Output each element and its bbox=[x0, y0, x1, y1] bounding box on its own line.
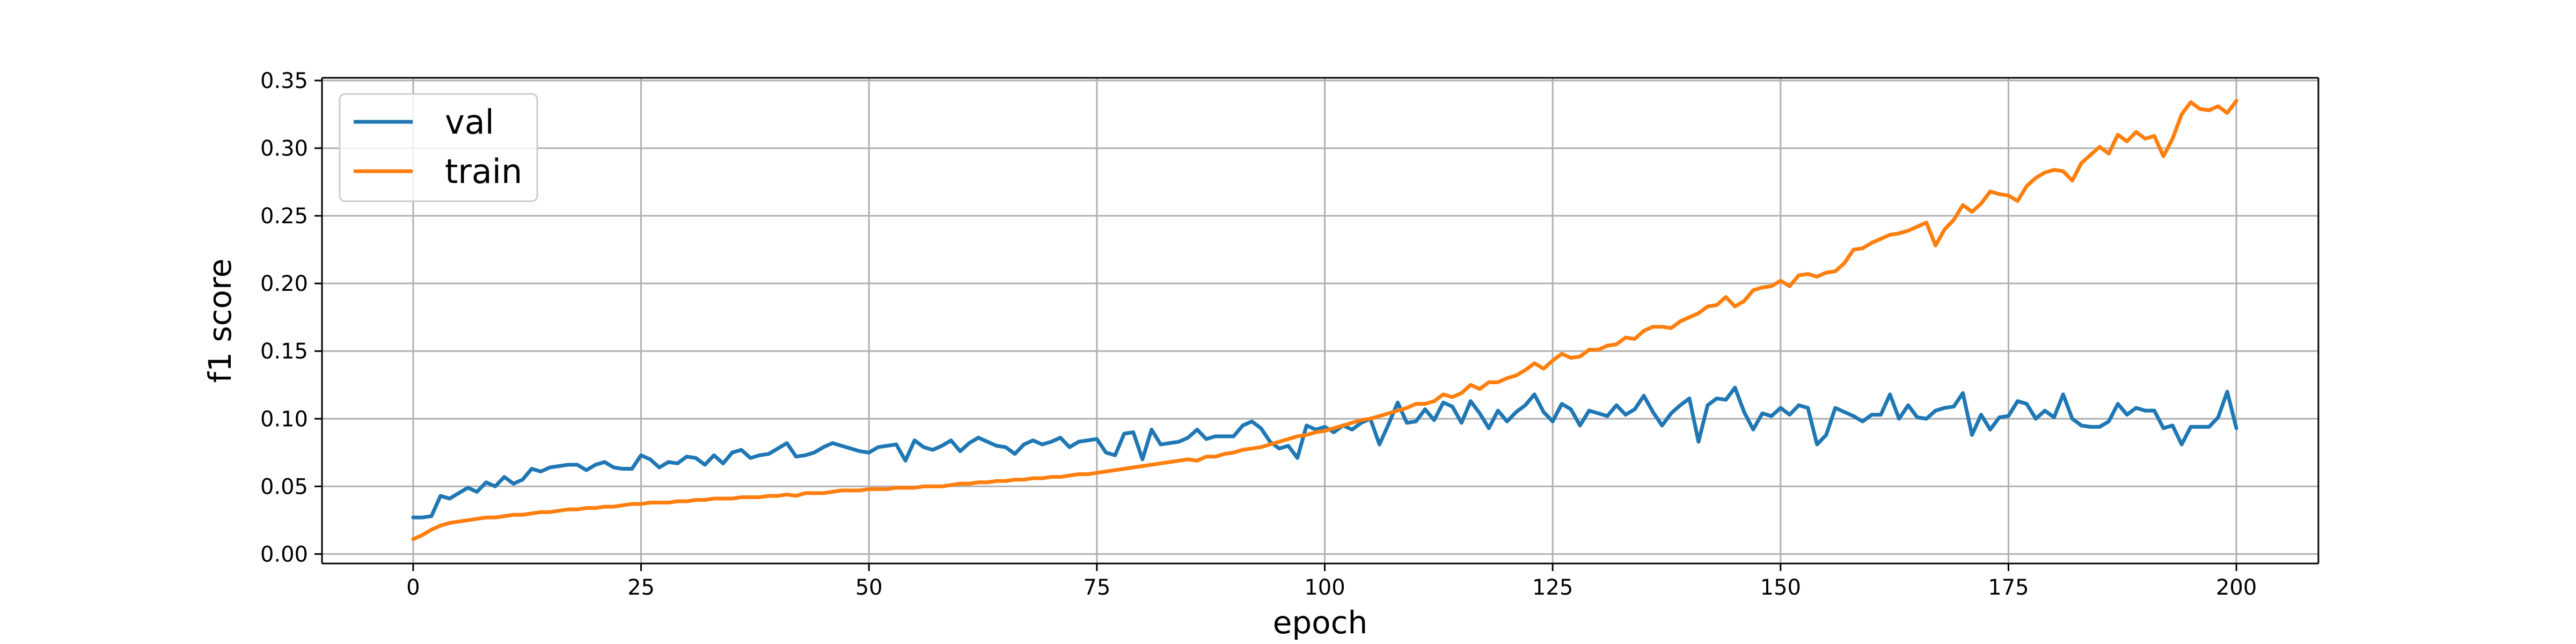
series-line-train bbox=[411, 99, 2238, 541]
series-lines bbox=[411, 99, 2238, 541]
x-tick-label: 25 bbox=[627, 575, 655, 600]
series-line-val bbox=[411, 385, 2238, 519]
legend-label-val: val bbox=[445, 103, 494, 142]
plot-area: 0 25 50 75 100 125 150 175 200 0.00 0.05 0.10 0.15 0.… bbox=[260, 69, 2319, 600]
legend-label-train: train bbox=[445, 152, 522, 191]
y-tick-label: 0.10 bbox=[260, 407, 308, 431]
x-tick-label: 0 bbox=[406, 575, 420, 600]
x-tick-label: 75 bbox=[1083, 575, 1110, 600]
y-tick-label: 0.20 bbox=[260, 272, 308, 296]
y-tick-label: 0.35 bbox=[260, 69, 308, 93]
y-tick-label: 0.05 bbox=[260, 474, 308, 499]
legend: val train bbox=[339, 93, 538, 202]
y-axis-title: f1 score bbox=[202, 259, 238, 383]
x-tick-label: 50 bbox=[855, 575, 883, 600]
y-tick-label: 0.25 bbox=[260, 204, 308, 229]
grid-lines bbox=[322, 78, 2318, 564]
x-tick-label: 200 bbox=[2216, 575, 2257, 600]
y-tick-label: 0.15 bbox=[260, 339, 308, 364]
axes-frame bbox=[321, 77, 2319, 565]
y-tick-label: 0.30 bbox=[260, 136, 308, 161]
axis-ticks: 0 25 50 75 100 125 150 175 200 0.00 0.05 0.10 0.15 0.… bbox=[260, 69, 2257, 600]
x-tick-label: 125 bbox=[1532, 575, 1573, 600]
x-tick-label: 100 bbox=[1304, 575, 1345, 600]
x-tick-label: 150 bbox=[1760, 575, 1801, 600]
x-axis-title: epoch bbox=[1273, 604, 1368, 641]
y-tick-label: 0.00 bbox=[260, 542, 308, 567]
x-tick-label: 175 bbox=[1988, 575, 2029, 600]
